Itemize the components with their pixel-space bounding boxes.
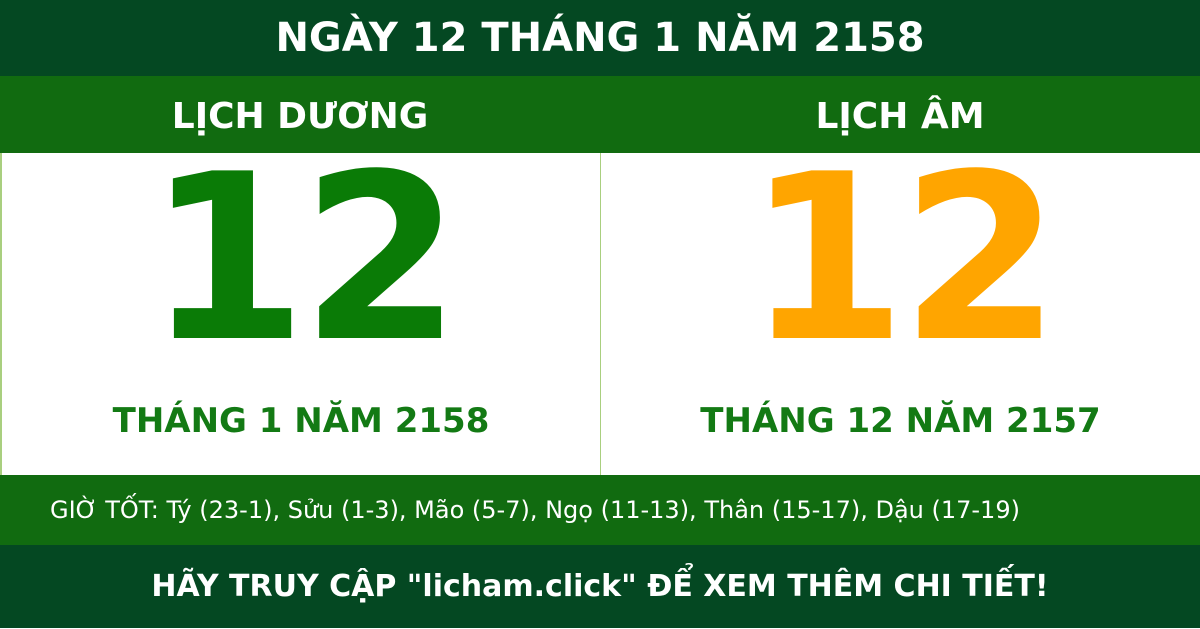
lunar-calendar-label: LỊCH ÂM <box>815 96 985 137</box>
solar-month-year: THÁNG 1 NĂM 2158 <box>112 401 490 441</box>
lunar-day: 12 <box>746 126 1060 393</box>
calendar-headers: LỊCH DƯƠNG LỊCH ÂM <box>0 76 1200 153</box>
footer-cta: HÃY TRUY CẬP "licham.click" ĐỂ XEM THÊM … <box>0 545 1200 628</box>
lunar-panel: 12 THÁNG 12 NĂM 2157 <box>601 145 1200 475</box>
solar-panel: 12 THÁNG 1 NĂM 2158 <box>2 145 601 475</box>
good-hours: GIỜ TỐT: Tý (23-1), Sửu (1-3), Mão (5-7)… <box>0 475 1200 545</box>
solar-day: 12 <box>146 126 461 393</box>
lunar-month-year: THÁNG 12 NĂM 2157 <box>700 401 1101 441</box>
solar-calendar-label: LỊCH DƯƠNG <box>171 96 429 137</box>
calendar-body: 12 THÁNG 1 NĂM 2158 12 THÁNG 12 NĂM 2157 <box>0 145 1200 475</box>
page-title: NGÀY 12 THÁNG 1 NĂM 2158 <box>0 0 1200 76</box>
